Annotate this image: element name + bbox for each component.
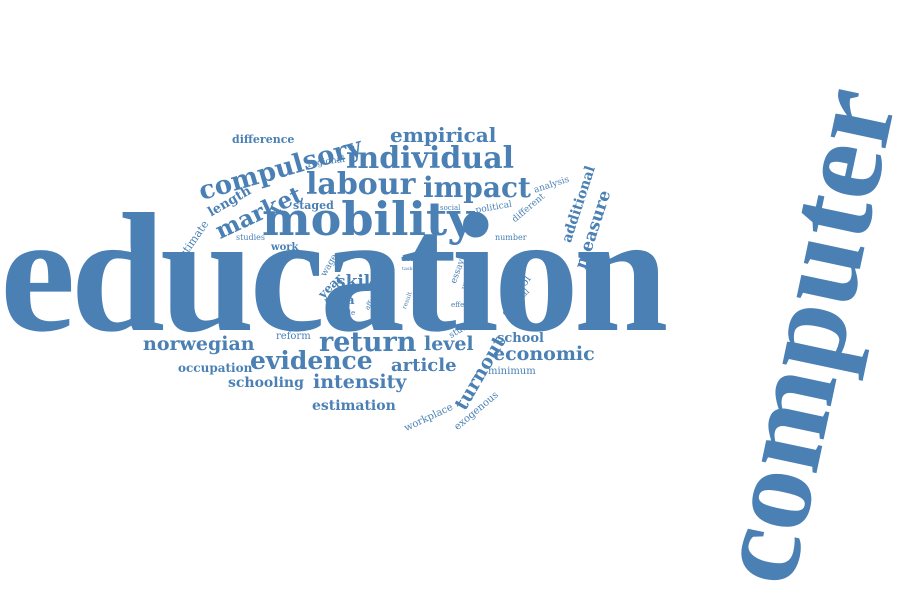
word-minimum: minimum [488, 366, 536, 377]
word-empirical: empirical [390, 123, 497, 147]
word-schooling: schooling [228, 375, 304, 391]
word-evidence: evidence [250, 346, 373, 375]
word-data: data [325, 293, 355, 307]
word-plant: plant [279, 253, 295, 260]
word-social: social [440, 204, 461, 212]
word-individual: individual [346, 141, 515, 176]
word-computer: computer [686, 76, 900, 595]
word-task: task [402, 266, 413, 272]
word-labour: labour [306, 167, 416, 202]
word-reform: reform [276, 331, 311, 342]
word-work: work [271, 242, 299, 253]
word-workplace: workplace [402, 401, 455, 435]
word-difference: difference [232, 133, 295, 146]
word-economic: economic [493, 343, 595, 365]
word-skill: skill [336, 272, 377, 292]
word-studies: studies [236, 233, 265, 242]
word-mobility: mobility [262, 192, 474, 246]
word-article: article [391, 355, 457, 376]
word-occupation: occupation [178, 361, 253, 375]
word-number: number [495, 233, 527, 242]
word-cloud: education computer mobility labour indiv… [0, 76, 900, 595]
word-use: use [401, 254, 415, 263]
word-whole: whole [334, 309, 356, 317]
word-education: education [0, 179, 668, 367]
word-impact: impact [423, 171, 531, 204]
word-intensity: intensity [313, 371, 407, 393]
word-staged: staged [293, 199, 334, 212]
word-return: return [319, 327, 417, 358]
word-estimation: estimation [312, 398, 396, 414]
word-effect: effect [451, 301, 471, 309]
word-school: school [497, 331, 544, 346]
word-norwegian: norwegian [143, 333, 255, 355]
word-wer: wer [376, 276, 395, 286]
word-level: level [424, 333, 474, 355]
